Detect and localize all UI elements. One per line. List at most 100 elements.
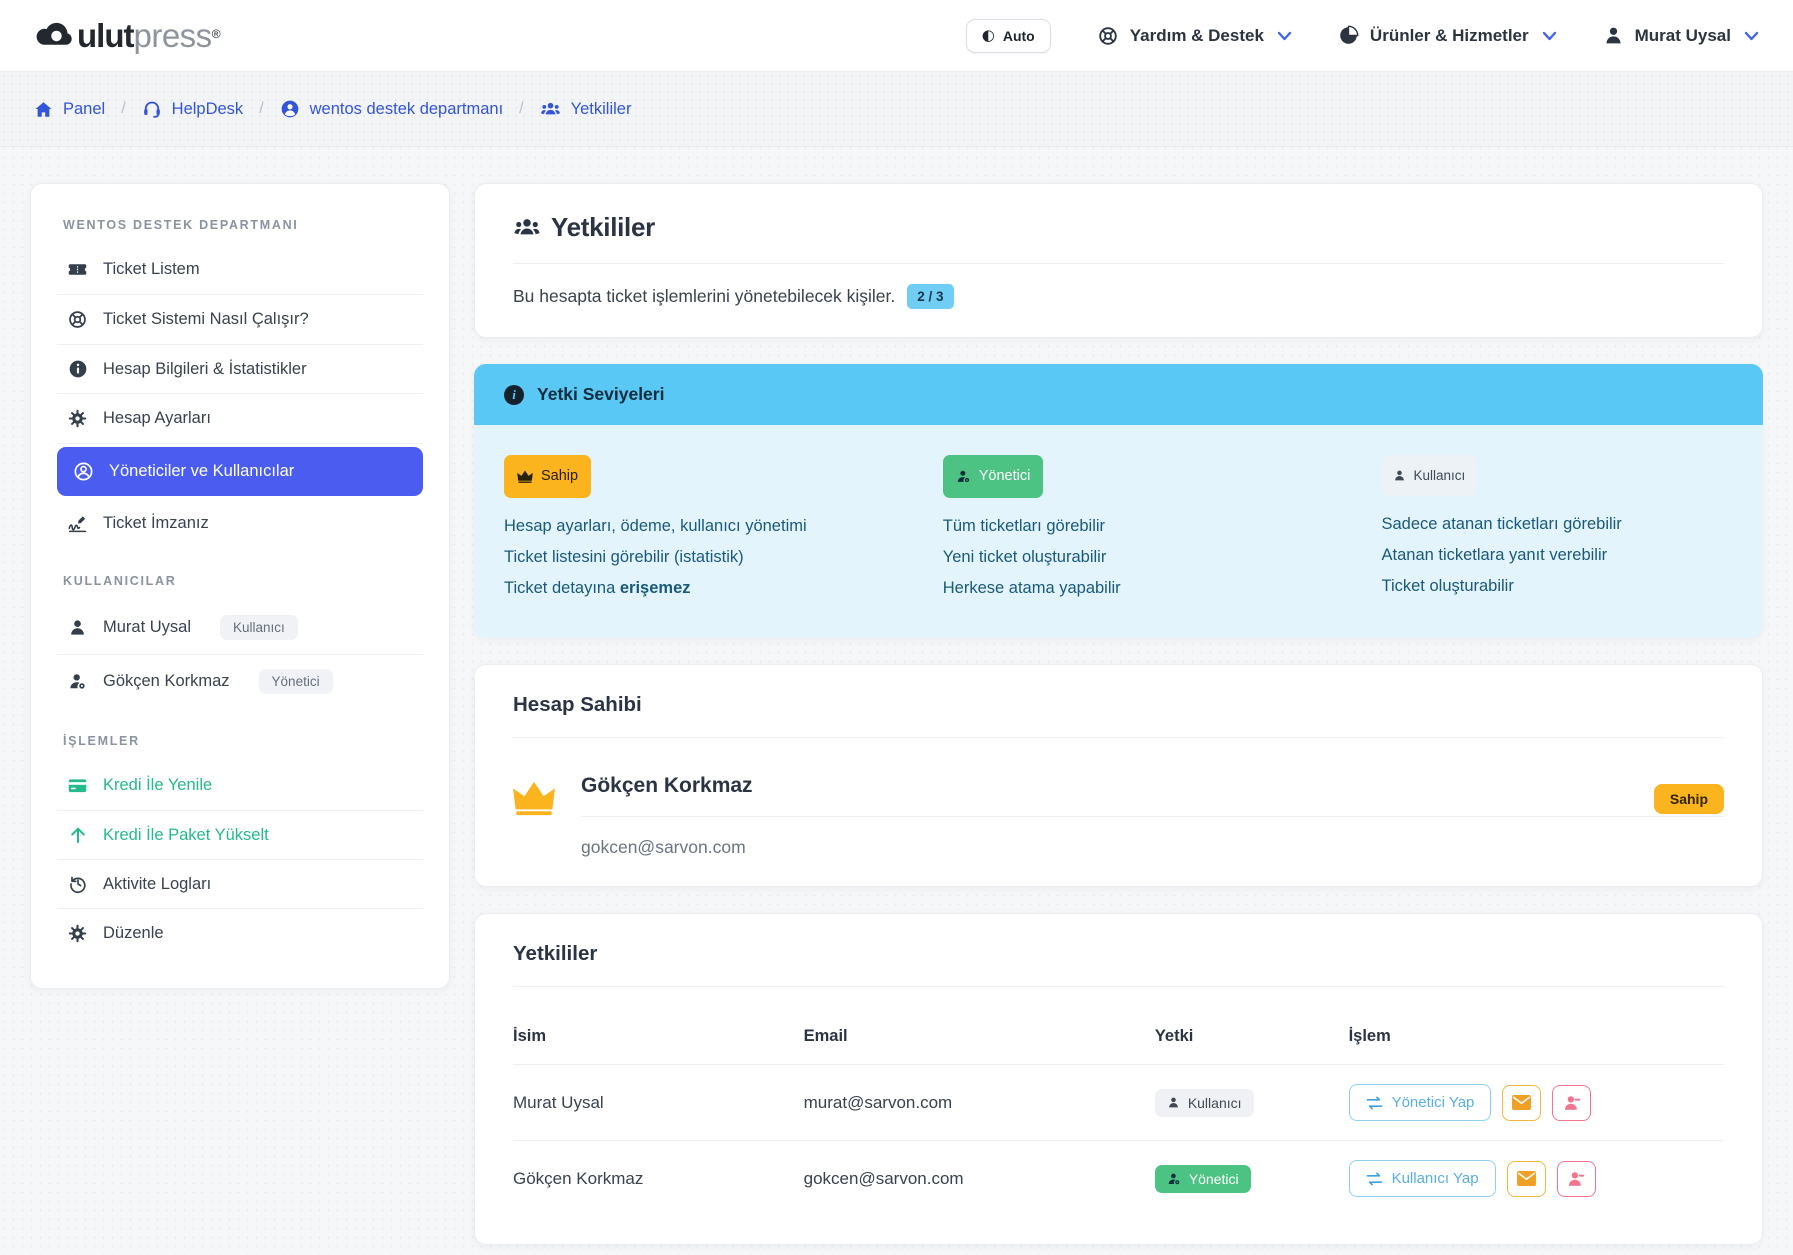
sidebar-item-hesap-ayarlari[interactable]: Hesap Ayarları [57,394,423,444]
sidebar-item-label: Hesap Bilgileri & İstatistikler [103,359,307,378]
remove-user-button[interactable] [1556,1160,1596,1197]
info-icon: i [504,384,524,405]
send-mail-button[interactable] [1506,1160,1546,1197]
level-line: Yeni ticket oluşturabilir [942,548,1107,566]
user-menu[interactable]: Murat Uysal [1603,25,1759,46]
cell-email: gokcen@sarvon.com [803,1140,1155,1216]
breadcrumb-label: Yetkililer [570,99,632,118]
admin-badge: Yönetici [942,455,1044,498]
breadcrumb-label: wentos destek departmanı [309,99,504,118]
level-line: Atanan ticketlara yanıt verebilir [1381,546,1608,564]
sidebar-users-title: KULLANICILAR [63,574,177,588]
credit-card-icon [67,775,88,796]
sidebar-actions-title: İŞLEMLER [63,734,140,748]
remove-user-button[interactable] [1552,1084,1592,1121]
person-icon [1603,25,1624,46]
breadcrumb-separator: / [259,100,264,117]
sidebar-department-title: WENTOS DESTEK DEPARTMANI [63,218,299,232]
owner-badge: Sahip [504,455,592,498]
user-badge: Kullanıcı [1381,455,1477,496]
levels-title: Yetki Seviyeleri [537,384,665,404]
cube-icon [1338,25,1359,46]
breadcrumb-department[interactable]: wentos destek departmanı [280,99,504,119]
chevron-down-icon [1542,31,1557,41]
sidebar-action-kredi-yenile[interactable]: Kredi İle Yenile [57,761,423,811]
owner-name: Gökçen Korkmaz [581,774,1724,817]
table-row: Murat Uysal murat@sarvon.com Kullanıcı [513,1064,1724,1141]
breadcrumb-helpdesk[interactable]: HelpDesk [142,99,244,119]
sidebar-user-murat[interactable]: Murat Uysal Kullanıcı [57,601,423,655]
lifebuoy-icon [67,309,88,330]
person-circle-icon [73,461,94,482]
authorized-users-table: İsim Email Yetki İşlem Murat Uysal murat… [513,1007,1724,1216]
level-line: Sadece atanan ticketları görebilir [1381,515,1622,533]
sidebar-item-label: Hesap Ayarları [103,409,211,427]
breadcrumb-label: HelpDesk [171,99,244,118]
cell-name: Gökçen Korkmaz [513,1140,804,1216]
cell-role: Kullanıcı [1154,1064,1349,1141]
ticket-icon [67,259,88,280]
permission-levels-panel: i Yetki Seviyeleri Sahip Hesap ayarları,… [474,364,1763,638]
brand-logo[interactable]: ulut press ® [34,17,221,55]
sidebar-item-hesap-bilgileri[interactable]: Hesap Bilgileri & İstatistikler [57,345,423,394]
crown-icon [517,470,533,483]
help-support-menu[interactable]: Yardım & Destek [1097,25,1292,47]
swap-arrows-icon [1366,1096,1383,1110]
breadcrumb-yetkililer[interactable]: Yetkililer [540,99,632,120]
column-header-name: İsim [513,1027,547,1045]
person-icon [1167,1096,1180,1109]
theme-auto-button[interactable]: ◐ Auto [965,18,1051,53]
person-minus-icon [1564,1095,1581,1110]
lifebuoy-icon [1097,25,1119,47]
sidebar-item-nasil-calisir[interactable]: Ticket Sistemi Nasıl Çalışır? [57,295,423,345]
sidebar-user-name: Gökçen Korkmaz [103,672,230,690]
owner-email: gokcen@sarvon.com [581,837,746,857]
brand-name-light: press [133,16,212,54]
cell-role: Yönetici [1154,1140,1349,1216]
sidebar-user-gokcen[interactable]: Gökçen Korkmaz Yönetici [57,655,423,708]
sidebar-item-label: Ticket Listem [103,260,200,278]
account-owner-card: Hesap Sahibi Gökçen Korkmaz gokcen@sarvo… [474,664,1763,887]
cell-email: murat@sarvon.com [803,1064,1155,1141]
arrow-up-icon [67,825,88,845]
role-badge: Yönetici [258,669,333,694]
divider [513,986,1724,987]
gear-icon [67,408,88,429]
topbar-menu: ◐ Auto Yardım & Destek Ürünler & Hizmetl… [965,18,1759,53]
home-icon [34,100,53,119]
intro-card: Yetkililer Bu hesapta ticket işlemlerini… [474,183,1763,338]
sidebar-action-paket-yukselt[interactable]: Kredi İle Paket Yükselt [57,811,423,860]
person-gear-icon [956,469,971,484]
swap-arrows-icon [1366,1172,1383,1186]
role-badge-user: Kullanıcı [1154,1088,1254,1117]
sidebar-action-aktivite-loglari[interactable]: Aktivite Logları [57,860,423,909]
sidebar-action-duzenle[interactable]: Düzenle [57,909,423,958]
table-card-title: Yetkililer [513,942,598,965]
intro-description: Bu hesapta ticket işlemlerini yönetebile… [513,286,896,306]
sidebar-item-ticket-imzaniz[interactable]: Ticket İmzanız [57,499,423,548]
products-services-menu[interactable]: Ürünler & Hizmetler [1338,25,1557,46]
sidebar-item-label: Ticket İmzanız [103,514,209,532]
make-user-button[interactable]: Kullanıcı Yap [1348,1160,1496,1197]
role-badge: Kullanıcı [220,615,298,640]
breadcrumb-separator: / [121,100,126,117]
help-support-label: Yardım & Destek [1129,25,1264,45]
envelope-icon [1516,1171,1536,1186]
sidebar-item-label: Yöneticiler ve Kullanıcılar [109,462,295,480]
sidebar-item-label: Ticket Sistemi Nasıl Çalışır? [103,310,309,328]
owner-card-title: Hesap Sahibi [513,693,642,716]
sidebar-item-ticket-listem[interactable]: Ticket Listem [57,245,423,295]
make-admin-button[interactable]: Yönetici Yap [1348,1084,1492,1121]
send-mail-button[interactable] [1502,1084,1542,1121]
column-header-email: Email [803,1027,848,1045]
breadcrumb-panel[interactable]: Panel [34,100,105,119]
envelope-icon [1512,1095,1532,1110]
authorized-users-card: Yetkililer İsim Email Yetki İşlem Murat … [474,913,1763,1245]
crown-icon [513,780,555,858]
column-header-action: İşlem [1348,1027,1391,1045]
person-gear-icon [1167,1172,1181,1186]
sidebar-item-yoneticiler-kullanicilar[interactable]: Yöneticiler ve Kullanıcılar [57,447,423,496]
sidebar-action-label: Aktivite Logları [103,874,212,893]
sidebar: WENTOS DESTEK DEPARTMANI Ticket Listem T… [30,183,450,989]
level-user-column: Kullanıcı Sadece atanan ticketları göreb… [1381,455,1734,604]
